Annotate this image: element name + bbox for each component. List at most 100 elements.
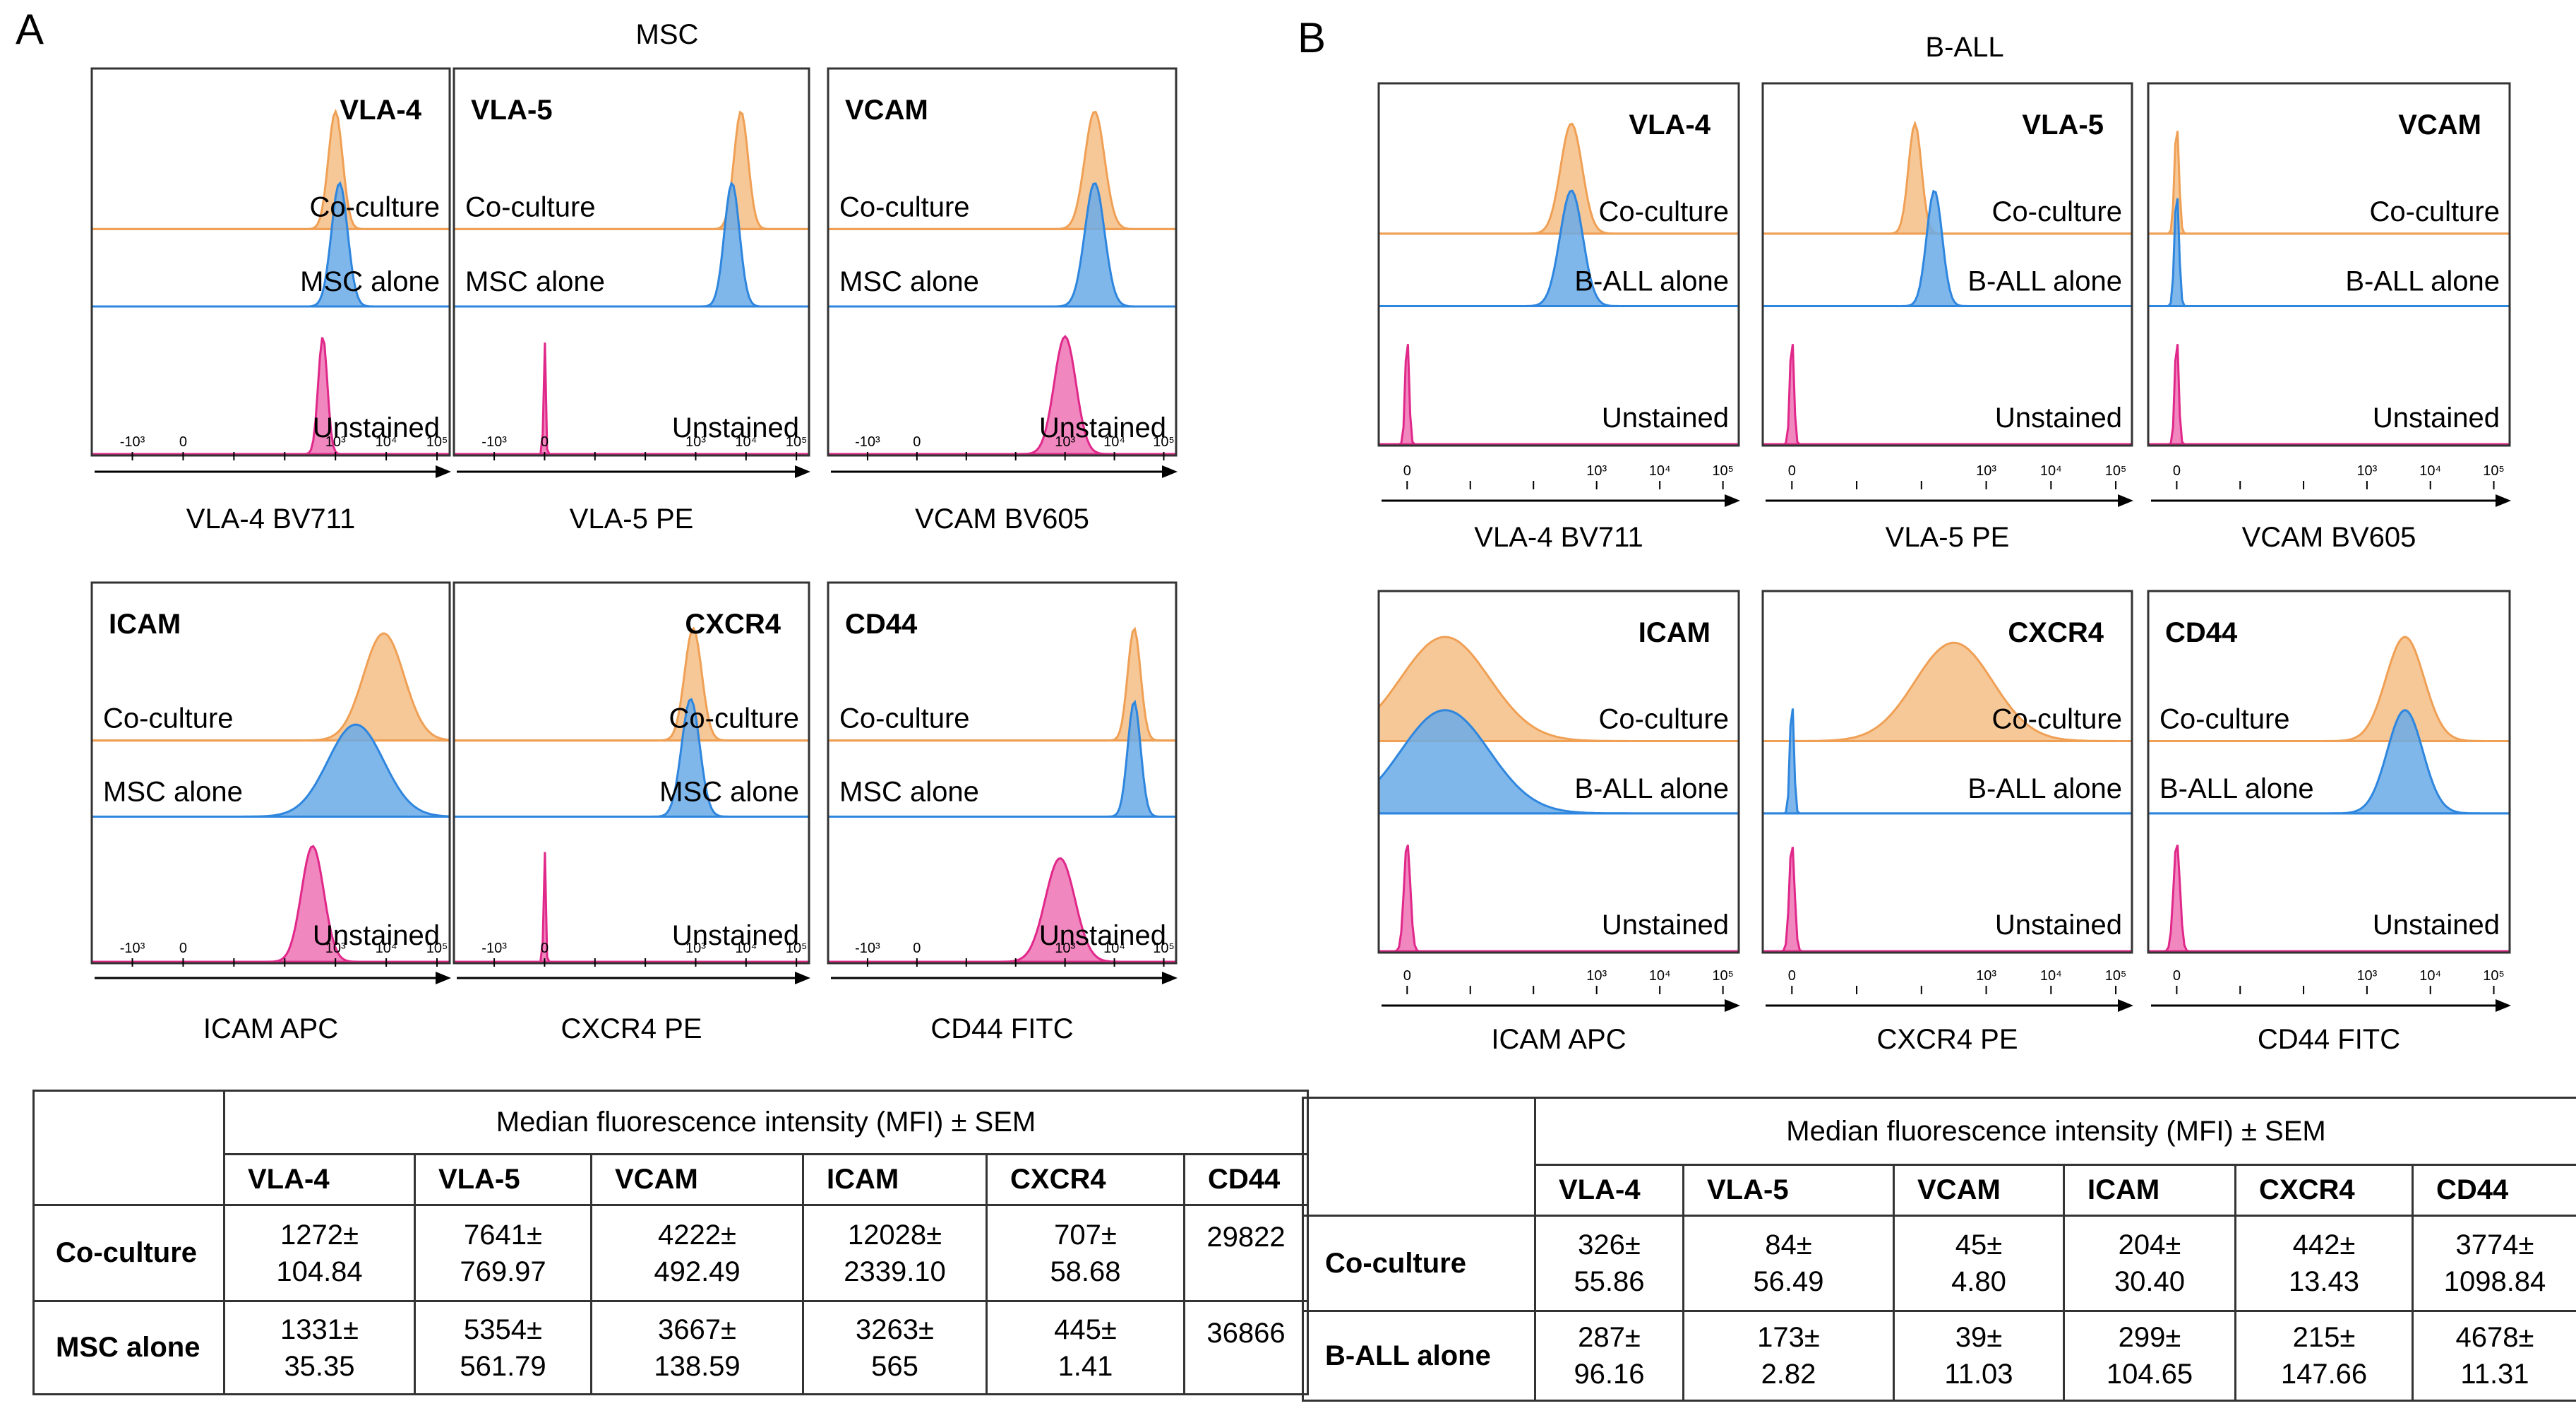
unstained-histogram (828, 335, 1176, 455)
tick-label: 10⁴ (2419, 968, 2441, 984)
panel-title-a: MSC (636, 19, 699, 50)
column-header: VCAM (590, 1153, 804, 1206)
plot-frame (2147, 82, 2511, 447)
tick-label: 10⁵ (786, 941, 808, 956)
channel-label: VLA-5 PE (1886, 522, 2010, 553)
population-label-b-all-alone: B-ALL alone (1967, 773, 2122, 804)
tick-label: 10⁴ (376, 434, 397, 450)
population-label-co-culture: Co-culture (103, 703, 234, 734)
tick-label: 10³ (2356, 968, 2377, 984)
tick-label: 10³ (1055, 941, 1075, 956)
tick-label: 10⁵ (426, 434, 448, 450)
histogram-b-vcam (2147, 82, 2511, 447)
axis-arrow (2118, 494, 2133, 507)
mfi-value: 12028± 2339.10 (802, 1204, 988, 1302)
histogram-a-cd44 (827, 581, 1178, 965)
plot-frame (453, 581, 810, 965)
x-axis (1766, 481, 2133, 507)
tick-label: 10⁴ (1649, 463, 1671, 479)
tick-label: 10⁴ (735, 434, 757, 450)
row-header: Co-culture (1302, 1215, 1536, 1312)
mfi-sem: 11.31 (2460, 1359, 2529, 1390)
table-row: B-ALL alone 287± 96.16 173± 2.82 39± 11.03 299±… (1302, 1310, 2576, 1402)
histogram-b-cd44 (2147, 590, 2511, 954)
population-label-msc-alone: MSC alone (659, 776, 799, 807)
population-label-co-culture: Co-culture (1991, 703, 2122, 734)
mfi-value: 299± 104.65 (2063, 1310, 2236, 1402)
population-label-co-culture: Co-culture (309, 191, 440, 222)
mfi-sem (1198, 1352, 1294, 1388)
tick-label: 10³ (2356, 463, 2377, 479)
tick-label: 10⁴ (1103, 434, 1125, 450)
x-axis (1382, 986, 1740, 1012)
mfi-median: 215± (2292, 1322, 2356, 1353)
channel-label: VCAM BV605 (915, 503, 1089, 535)
tick-label: -10³ (481, 941, 507, 956)
unstained-histogram (454, 852, 809, 963)
column-header: VLA-4 (223, 1153, 416, 1206)
plot-frame (827, 581, 1178, 965)
population-label-b-all-alone: B-ALL alone (1967, 266, 2122, 297)
table-row: Co-culture 326± 55.86 84± 56.49 45± 4.80 204± 30… (1302, 1215, 2576, 1312)
tick-label: -10³ (120, 941, 145, 956)
population-label-co-culture: Co-culture (669, 703, 799, 734)
mfi-value: 7641± 769.97 (414, 1204, 592, 1302)
population-label-b-all-alone: B-ALL alone (2345, 266, 2500, 297)
tick-label: -10³ (481, 434, 507, 450)
population-label-co-culture: Co-culture (839, 191, 970, 222)
tick-label: -10³ (855, 434, 880, 450)
tick-label: 10⁵ (2483, 968, 2505, 984)
table-row: MSC alone 1331± 35.35 5354± 561.79 3667± 138.5… (32, 1300, 1309, 1395)
marker-label: CXCR4 (2008, 617, 2104, 648)
population-label-msc-alone: MSC alone (839, 776, 979, 807)
population-label-msc-alone: MSC alone (103, 776, 243, 807)
mfi-value: 1272± 104.84 (223, 1204, 416, 1302)
tick-label: 10⁵ (1153, 941, 1175, 956)
population-label-unstained: Unstained (1039, 920, 1166, 951)
table-corner (1302, 1097, 1536, 1217)
mfi-sem: 561.79 (460, 1350, 546, 1382)
tick-label: 0 (913, 434, 921, 450)
mfi-sem: 56.49 (1753, 1266, 1824, 1297)
mfi-median: 84± (1765, 1229, 1812, 1260)
channel-label: VLA-4 BV711 (1474, 522, 1643, 553)
mfi-value: 39± 11.03 (1893, 1310, 2065, 1402)
plot-frame (90, 67, 451, 457)
tick-label: 0 (913, 941, 921, 956)
mfi-median: 442± (2292, 1229, 2356, 1260)
plot-frame (1761, 82, 2133, 447)
mfi-sem: 11.03 (1944, 1359, 2013, 1390)
axis-arrow (1725, 999, 1740, 1012)
mfi-value: 3774± 1098.84 (2412, 1215, 2576, 1312)
marker-label: CD44 (2165, 617, 2238, 648)
mfi-sem: 138.59 (654, 1350, 741, 1382)
population-label-unstained: Unstained (1995, 403, 2122, 434)
population-label-co-culture: Co-culture (2369, 196, 2500, 227)
tick-label: 10³ (325, 434, 346, 450)
tick-label: 10⁵ (426, 941, 448, 956)
mfi-sem: 492.49 (654, 1256, 741, 1287)
tick-label: 10⁴ (2040, 968, 2062, 984)
plot-frame (1377, 590, 1740, 954)
row-header: MSC alone (32, 1300, 225, 1395)
mfi-sem: 1098.84 (2443, 1266, 2546, 1297)
unstained-histogram (1379, 845, 1739, 953)
tick-label: 10⁵ (1153, 434, 1175, 450)
column-header: ICAM (2063, 1164, 2236, 1217)
mfi-median: 4222± (658, 1219, 736, 1251)
mfi-value: 5354± 561.79 (414, 1300, 592, 1395)
tick-label: 0 (179, 941, 187, 956)
mfi-median: 12028± (847, 1219, 942, 1251)
mfi-median: 326± (1578, 1229, 1641, 1260)
population-label-unstained: Unstained (2373, 403, 2500, 434)
population-label-b-all-alone: B-ALL alone (2159, 773, 2314, 804)
population-label-unstained: Unstained (1995, 910, 2122, 941)
panel-letter-a: A (16, 6, 44, 53)
mfi-sem: 4.80 (1951, 1266, 2006, 1297)
tick-label: 10³ (1586, 463, 1607, 479)
column-header: VLA-4 (1534, 1164, 1684, 1217)
population-label-b-all-alone: B-ALL alone (1574, 773, 1729, 804)
column-header: CD44 (2412, 1164, 2576, 1217)
x-axis (2151, 986, 2511, 1012)
tick-label: 10⁴ (1649, 968, 1671, 984)
